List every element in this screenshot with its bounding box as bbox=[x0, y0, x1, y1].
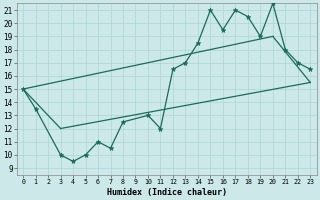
X-axis label: Humidex (Indice chaleur): Humidex (Indice chaleur) bbox=[107, 188, 227, 197]
